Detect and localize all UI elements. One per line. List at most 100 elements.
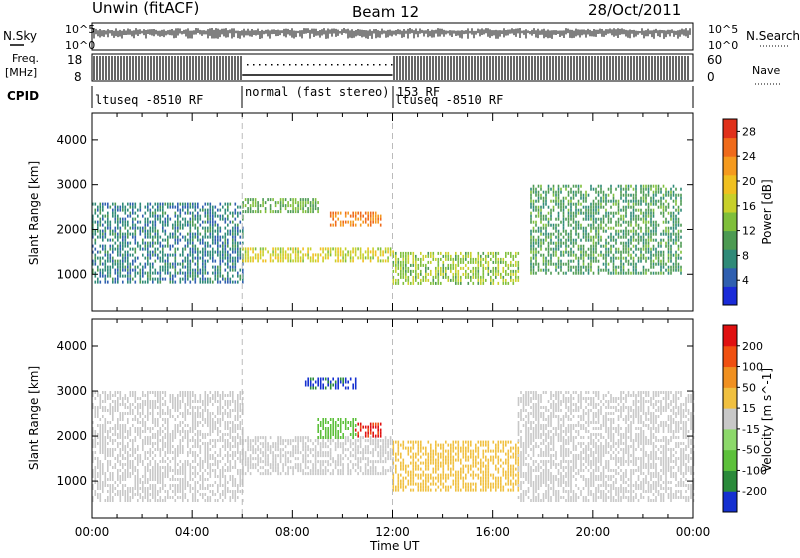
heatmap-cell [628,251,630,254]
heatmap-cell [127,499,129,502]
heatmap-cell [593,215,595,218]
heatmap-cell [277,210,279,213]
heatmap-cell [435,273,437,276]
heatmap-cell [405,273,407,276]
heatmap-cell [185,257,187,260]
heatmap-cell [137,221,139,224]
heatmap-cell [205,272,207,275]
heatmap-cell [112,499,114,502]
heatmap-cell [190,487,192,490]
heatmap-cell [165,475,167,478]
heatmap-cell [210,215,212,218]
heatmap-cell [590,254,592,257]
heatmap-cell [235,496,237,499]
heatmap-cell [227,281,229,284]
heatmap-cell [545,248,547,251]
heatmap-cell [633,272,635,275]
heatmap-cell [287,253,289,256]
heatmap-cell [160,394,162,397]
heatmap-cell [535,230,537,233]
heatmap-cell [107,463,109,466]
heatmap-cell [613,212,615,215]
heatmap-cell [322,250,324,253]
heatmap-cell [112,439,114,442]
heatmap-cell [230,442,232,445]
heatmap-cell [235,233,237,236]
heatmap-cell [162,403,164,406]
heatmap-cell [598,200,600,203]
heatmap-cell [235,260,237,263]
heatmap-cell [227,239,229,242]
heatmap-cell [628,242,630,245]
heatmap-cell [623,206,625,209]
heatmap-cell [628,233,630,236]
heatmap-cell [167,490,169,493]
heatmap-cell [588,263,590,266]
heatmap-cell [177,451,179,454]
heatmap-cell [200,451,202,454]
heatmap-cell [633,263,635,266]
heatmap-cell [680,269,682,272]
heatmap-cell [217,430,219,433]
heatmap-cell [142,439,144,442]
heatmap-cell [155,418,157,421]
heatmap-cell [207,242,209,245]
heatmap-cell [675,233,677,236]
heatmap-cell [95,239,97,242]
heatmap-cell [533,248,535,251]
heatmap-cell [212,233,214,236]
heatmap-cell [620,218,622,221]
heatmap-cell [553,209,555,212]
heatmap-cell [232,215,234,218]
heatmap-cell [297,207,299,210]
heatmap-cell [550,212,552,215]
heatmap-cell [177,469,179,472]
heatmap-cell [140,403,142,406]
heatmap-cell [483,270,485,273]
heatmap-cell [257,207,259,210]
heatmap-cell [192,493,194,496]
heatmap-cell [590,266,592,269]
heatmap-cell [212,490,214,493]
heatmap-cell [177,218,179,221]
heatmap-cell [663,263,665,266]
heatmap-cell [212,254,214,257]
heatmap-cell [272,253,274,256]
heatmap-cell [335,224,337,227]
heatmap-cell [465,270,467,273]
heatmap-cell [197,433,199,436]
heatmap-cell [613,254,615,257]
heatmap-cell [655,194,657,197]
heatmap-cell [227,230,229,233]
heatmap-cell [202,403,204,406]
heatmap-cell [355,224,357,227]
heatmap-cell [185,203,187,206]
heatmap-cell [653,215,655,218]
heatmap-cell [172,469,174,472]
heatmap-cell [678,233,680,236]
heatmap-cell [112,263,114,266]
heatmap-cell [595,209,597,212]
heatmap-cell [112,251,114,254]
heatmap-cell [210,442,212,445]
heatmap-cell [593,260,595,263]
heatmap-cell [227,490,229,493]
heatmap-cell [433,258,435,261]
colorbar-swatch [723,119,737,138]
heatmap-cell [225,448,227,451]
heatmap-cell [207,466,209,469]
heatmap-cell [172,490,174,493]
heatmap-cell [538,266,540,269]
heatmap-cell [220,484,222,487]
heatmap-cell [247,256,249,259]
heatmap-cell [478,267,480,270]
heatmap-cell [135,233,137,236]
heatmap-cell [180,433,182,436]
heatmap-cell [237,433,239,436]
heatmap-cell [605,230,607,233]
heatmap-cell [570,209,572,212]
heatmap-cell [415,267,417,270]
heatmap-cell [120,418,122,421]
heatmap-cell [170,218,172,221]
heatmap-cell [395,282,397,285]
